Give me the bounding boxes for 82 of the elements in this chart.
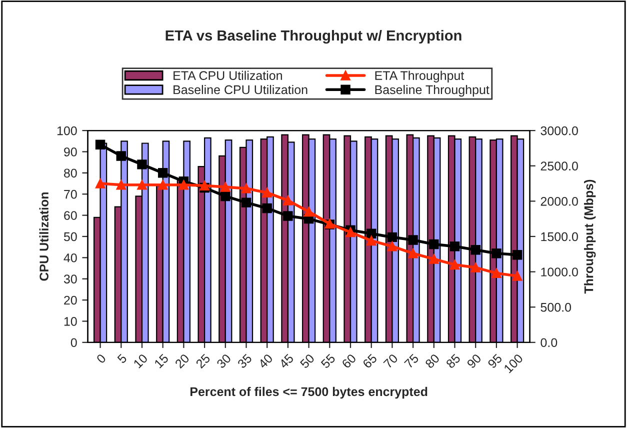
point xyxy=(283,211,293,221)
x-axis-title: Percent of files <= 7500 bytes encrypted xyxy=(190,386,428,399)
point xyxy=(492,248,502,258)
x-tick-label: 50 xyxy=(300,353,315,369)
x-tick-label: 35 xyxy=(236,353,252,369)
point xyxy=(220,182,230,192)
point xyxy=(450,241,460,252)
point xyxy=(95,178,106,188)
y-tick-label: 100 xyxy=(57,126,77,136)
y-tick-label: 10 xyxy=(64,317,77,326)
y2-tick-label: 2000.0 xyxy=(540,196,578,206)
x-tick-label: 55 xyxy=(320,354,336,369)
point xyxy=(408,235,418,245)
x-tick-label: 70 xyxy=(383,353,398,369)
point xyxy=(116,180,126,190)
point xyxy=(158,168,168,178)
x-tick-label: 60 xyxy=(341,353,357,369)
y-axis-title: CPU Utilization xyxy=(39,192,48,281)
point xyxy=(429,239,439,250)
y2-tick-label: 0.0 xyxy=(540,338,558,348)
x-tick-label: 30 xyxy=(216,353,232,369)
point xyxy=(512,250,522,260)
point xyxy=(262,188,272,198)
x-tick-label: 20 xyxy=(174,353,190,369)
x-tick-label: 100 xyxy=(503,353,524,374)
legend-label: Baseline CPU Utilization xyxy=(174,84,308,94)
x-tick-label: 80 xyxy=(424,353,440,369)
point xyxy=(241,198,252,208)
x-tick-label: 45 xyxy=(278,354,294,369)
x-tick-label: 25 xyxy=(195,353,211,369)
point xyxy=(241,184,252,194)
point xyxy=(492,268,502,278)
point xyxy=(470,245,480,255)
x-tick-label: 40 xyxy=(258,353,274,369)
point xyxy=(470,262,480,272)
y-tick-label: 70 xyxy=(64,190,77,199)
point xyxy=(283,196,293,206)
point xyxy=(220,191,230,202)
y2-tick-label: 1500.0 xyxy=(541,232,578,242)
point xyxy=(346,227,356,238)
chart-title: ETA vs Baseline Throughput w/ Encryption xyxy=(166,30,462,44)
point xyxy=(512,271,522,281)
point xyxy=(178,180,189,190)
point xyxy=(408,248,418,258)
x-tick-label: 0 xyxy=(96,353,106,364)
x-tick-label: 5 xyxy=(116,354,128,364)
x-tick-label: 65 xyxy=(362,353,378,369)
point xyxy=(116,151,126,161)
point xyxy=(158,180,168,190)
y-tick-label: 0 xyxy=(70,338,77,348)
y2-tick-label: 3000.0 xyxy=(540,126,578,136)
y-tick-label: 40 xyxy=(64,253,77,262)
y2-axis-title: Throughput (Mbps) xyxy=(584,180,596,294)
point xyxy=(450,260,460,270)
y-tick-label: 60 xyxy=(64,211,77,220)
point xyxy=(366,236,376,246)
x-tick-label: 90 xyxy=(466,353,482,369)
x-tick-label: 95 xyxy=(487,353,503,369)
point xyxy=(200,180,210,190)
point xyxy=(137,180,147,190)
y-tick-label: 50 xyxy=(64,232,77,242)
y2-tick-label: 1000.0 xyxy=(541,268,578,276)
legend-label: Baseline Throughput xyxy=(375,84,490,97)
point xyxy=(304,206,314,217)
x-tick-label: 15 xyxy=(154,354,169,368)
y-tick-label: 90 xyxy=(64,148,77,156)
legend-label: ETA CPU Utilization xyxy=(174,70,282,80)
x-tick-label: 10 xyxy=(133,353,148,368)
legend-label: ETA Throughput xyxy=(375,70,464,82)
point xyxy=(387,241,398,252)
point xyxy=(429,254,439,264)
y-tick-label: 20 xyxy=(64,296,77,305)
point xyxy=(95,140,106,150)
point xyxy=(387,232,398,242)
point xyxy=(137,160,147,170)
y2-tick-label: 2500.0 xyxy=(540,162,578,170)
point xyxy=(262,203,272,214)
x-tick-label: 75 xyxy=(404,354,420,369)
y-tick-label: 30 xyxy=(64,274,77,284)
x-tick-label: 85 xyxy=(446,353,461,369)
y2-tick-label: 500.0 xyxy=(540,302,572,312)
y-tick-label: 80 xyxy=(64,168,77,178)
